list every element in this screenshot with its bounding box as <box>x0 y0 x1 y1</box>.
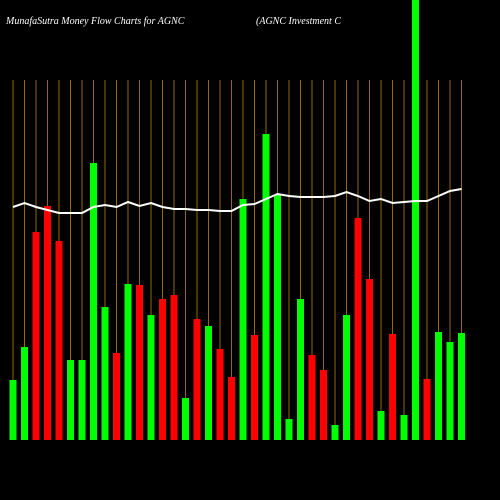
bar <box>78 360 86 440</box>
bar <box>90 163 97 440</box>
bar <box>9 380 17 440</box>
bar <box>44 206 51 440</box>
bar <box>262 134 270 440</box>
bar <box>67 360 74 440</box>
bar <box>239 199 247 440</box>
bar <box>331 425 339 440</box>
bar <box>377 411 385 440</box>
bar <box>285 419 293 440</box>
bar <box>274 195 281 440</box>
bar <box>216 349 224 440</box>
price-line <box>12 188 462 214</box>
bar <box>423 379 431 440</box>
bar <box>389 334 396 440</box>
bar <box>308 355 316 440</box>
bar <box>228 377 235 440</box>
bar <box>159 299 166 440</box>
chart-title: MunafaSutra Money Flow Charts for AGNC <box>5 16 185 27</box>
bar <box>101 307 109 440</box>
bar <box>297 299 304 440</box>
bar <box>435 332 442 440</box>
bar <box>343 315 350 440</box>
bar <box>320 370 327 440</box>
bar <box>412 0 419 440</box>
bar <box>354 218 362 440</box>
bar <box>55 241 63 440</box>
bar <box>136 285 143 440</box>
bar <box>21 347 28 440</box>
bar <box>147 315 155 440</box>
bar <box>170 295 178 440</box>
bar <box>400 415 408 440</box>
bar <box>366 279 373 440</box>
bar <box>251 335 258 440</box>
bar <box>124 284 132 440</box>
bar <box>446 342 454 440</box>
bar <box>205 326 212 440</box>
chart-subtitle: (AGNC Investment C <box>256 16 341 27</box>
bar <box>182 398 189 440</box>
bar <box>113 353 120 440</box>
bar <box>32 232 40 440</box>
bar <box>193 319 201 440</box>
bar <box>458 333 465 440</box>
